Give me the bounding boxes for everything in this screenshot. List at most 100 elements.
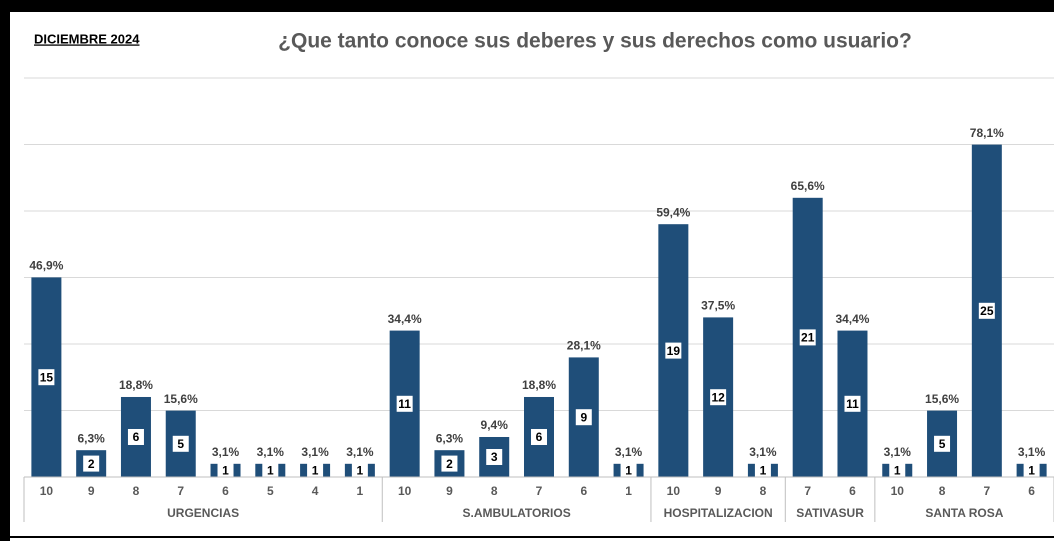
value-label: 3,1% (884, 445, 912, 459)
count-label: 11 (398, 397, 411, 411)
count-label: 12 (711, 390, 725, 404)
count-label-box (799, 329, 816, 346)
value-label: 59,4% (656, 205, 690, 219)
value-label: 9,4% (481, 418, 509, 432)
date-label: DICIEMBRE 2024 (34, 31, 140, 46)
x-tick-label: 10 (398, 484, 412, 498)
x-tick-label: 1 (625, 484, 632, 498)
count-label: 1 (1028, 464, 1035, 478)
x-tick-label: 4 (312, 484, 319, 498)
count-label-box (754, 462, 771, 479)
value-label: 15,6% (925, 392, 959, 406)
value-label: 34,4% (835, 312, 869, 326)
value-label: 3,1% (615, 445, 643, 459)
count-label: 5 (177, 437, 184, 451)
count-label-box (307, 462, 324, 479)
x-tick-label: 8 (491, 484, 498, 498)
x-tick-label: 7 (177, 484, 184, 498)
x-tick-label: 9 (715, 484, 722, 498)
count-label: 21 (801, 331, 815, 345)
count-label-box (889, 462, 906, 479)
x-tick-label: 9 (446, 484, 453, 498)
count-label-box (262, 462, 279, 479)
value-label: 46,9% (29, 259, 63, 273)
x-tick-label: 6 (222, 484, 229, 498)
count-label: 25 (980, 304, 994, 318)
x-tick-label: 10 (40, 484, 54, 498)
value-label: 65,6% (791, 179, 825, 193)
value-label: 6,3% (436, 431, 464, 445)
group-label: HOSPITALIZACION (664, 506, 773, 520)
value-label: 3,1% (301, 445, 329, 459)
count-label: 1 (357, 464, 364, 478)
frame-left (0, 0, 10, 541)
x-tick-label: 8 (133, 484, 140, 498)
count-label-box (38, 369, 55, 386)
count-label: 1 (894, 464, 901, 478)
count-label-box (217, 462, 234, 479)
value-label: 34,4% (388, 312, 422, 326)
x-tick-label: 1 (357, 484, 364, 498)
x-tick-label: 6 (849, 484, 856, 498)
x-tick-label: 9 (88, 484, 95, 498)
group-label: SANTA ROSA (925, 506, 1003, 520)
count-label-box (172, 435, 189, 452)
count-label: 5 (939, 437, 946, 451)
count-label-box (127, 428, 144, 445)
x-tick-label: 8 (760, 484, 767, 498)
count-label-box (844, 395, 861, 412)
value-label: 37,5% (701, 299, 735, 313)
count-label-box (351, 462, 368, 479)
chart-title: ¿Que tanto conoce sus deberes y sus dere… (278, 30, 912, 53)
x-tick-label: 7 (804, 484, 811, 498)
value-label: 3,1% (346, 445, 374, 459)
x-tick-label: 7 (536, 484, 543, 498)
count-label: 1 (222, 464, 229, 478)
x-tick-label: 5 (267, 484, 274, 498)
group-label: SATIVASUR (796, 506, 864, 520)
value-label: 6,3% (77, 431, 105, 445)
count-label: 6 (133, 430, 140, 444)
value-label: 3,1% (1018, 445, 1046, 459)
count-label: 19 (667, 344, 681, 358)
value-label: 18,8% (522, 378, 556, 392)
x-tick-label: 10 (667, 484, 681, 498)
frame-top (0, 0, 1054, 12)
count-label: 1 (625, 464, 632, 478)
x-tick-label: 8 (939, 484, 946, 498)
count-label: 3 (491, 450, 498, 464)
count-label-box (1023, 462, 1040, 479)
count-label-box (83, 455, 100, 472)
count-label-box (486, 448, 503, 465)
count-label: 2 (446, 457, 453, 471)
group-label: URGENCIAS (167, 506, 239, 520)
count-label-box (531, 428, 547, 445)
value-label: 78,1% (970, 126, 1004, 140)
x-tick-label: 6 (1028, 484, 1035, 498)
count-label: 1 (312, 464, 319, 478)
value-label: 15,6% (164, 392, 198, 406)
value-label: 3,1% (212, 445, 240, 459)
count-label-box (620, 462, 637, 479)
value-label: 28,1% (567, 339, 601, 353)
count-label: 11 (846, 397, 859, 411)
value-label: 18,8% (119, 378, 153, 392)
count-label-box (665, 342, 682, 359)
count-label-box (710, 389, 727, 406)
count-label: 2 (88, 457, 95, 471)
count-label: 15 (40, 370, 54, 384)
count-label: 9 (580, 410, 587, 424)
count-label-box (978, 302, 995, 319)
frame-bottom (10, 536, 1054, 538)
x-tick-label: 10 (891, 484, 905, 498)
count-label-box (396, 395, 413, 412)
count-label: 1 (267, 464, 274, 478)
value-label: 3,1% (749, 445, 777, 459)
count-label: 6 (536, 430, 543, 444)
value-label: 3,1% (257, 445, 285, 459)
count-label-box (934, 435, 951, 452)
x-tick-label: 6 (580, 484, 587, 498)
count-label: 1 (760, 464, 767, 478)
count-label-box (575, 409, 592, 426)
